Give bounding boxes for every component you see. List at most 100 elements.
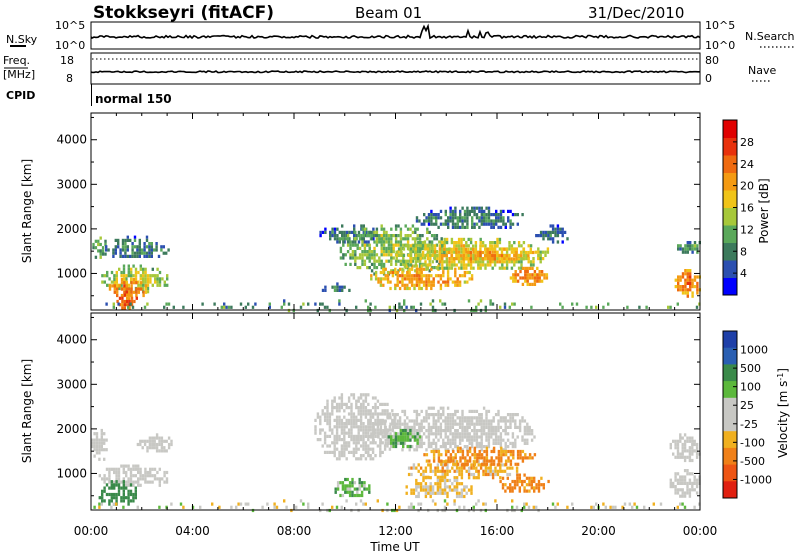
heatmap-cell xyxy=(121,242,125,246)
heatmap-cell xyxy=(354,230,357,234)
heatmap-cell xyxy=(363,484,366,488)
heatmap-cell xyxy=(419,482,423,486)
heatmap-cell xyxy=(353,224,356,228)
heatmap-cell xyxy=(454,409,457,413)
heatmap-cell xyxy=(416,441,419,445)
heatmap-cell xyxy=(547,237,550,241)
heatmap-cell xyxy=(507,216,510,220)
heatmap-cell xyxy=(695,305,699,309)
heatmap-cell xyxy=(528,429,531,433)
heatmap-cell xyxy=(438,260,442,264)
heatmap-cell xyxy=(462,247,465,251)
heatmap-cell xyxy=(539,234,543,238)
heatmap-cell xyxy=(328,444,332,448)
heatmap-cell xyxy=(336,240,339,244)
heatmap-cell xyxy=(540,270,544,274)
heatmap-cell xyxy=(447,459,450,463)
heatmap-cell xyxy=(382,419,385,423)
heatmap-cell xyxy=(463,494,466,499)
heatmap-cell xyxy=(364,409,368,413)
heatmap-cell xyxy=(134,496,137,500)
heatmap-cell xyxy=(499,213,503,217)
heatmap-cell xyxy=(430,240,434,244)
heatmap-cell xyxy=(502,419,505,423)
heatmap-cell xyxy=(681,442,684,447)
heatmap-cell xyxy=(141,477,145,481)
heatmap-cell xyxy=(397,247,401,251)
heatmap-cell xyxy=(414,240,417,244)
heatmap-cell xyxy=(432,216,435,220)
heatmap-cell xyxy=(681,481,684,485)
heatmap-cell xyxy=(688,436,692,440)
heatmap-cell xyxy=(499,209,503,213)
heatmap-cell xyxy=(472,460,476,464)
heatmap-cell xyxy=(571,302,574,306)
heatmap-cell xyxy=(139,267,142,271)
heatmap-cell xyxy=(432,459,436,463)
heatmap-cell xyxy=(393,431,396,435)
heatmap-cell xyxy=(333,450,336,454)
heatmap-cell xyxy=(426,237,429,241)
heatmap-cell xyxy=(487,441,491,445)
heatmap-cell xyxy=(333,285,337,289)
heatmap-cell xyxy=(441,302,444,306)
heatmap-cell xyxy=(370,253,374,257)
heatmap-cell xyxy=(341,487,345,491)
heatmap-cell xyxy=(374,406,377,410)
heatmap-cell xyxy=(165,439,168,443)
heatmap-cell xyxy=(437,449,441,454)
heatmap-cell xyxy=(463,505,466,509)
heatmap-cell xyxy=(385,259,388,263)
heatmap-cell xyxy=(375,243,379,247)
heatmap-cell xyxy=(348,487,352,491)
heatmap-cell xyxy=(117,480,121,484)
heatmap-cell xyxy=(363,246,367,250)
heatmap-cell xyxy=(127,492,130,497)
heatmap-cell xyxy=(485,416,488,420)
heatmap-cell xyxy=(436,482,440,486)
heatmap-cell xyxy=(355,399,358,403)
heatmap-cell xyxy=(403,425,407,429)
heatmap-cell xyxy=(446,416,450,420)
heatmap-cell xyxy=(131,305,135,309)
x-tick-label: 08:00 xyxy=(277,524,312,538)
heatmap-cell xyxy=(125,470,128,475)
heatmap-cell xyxy=(517,260,521,264)
heatmap-cell xyxy=(396,413,399,417)
heatmap-cell xyxy=(491,260,494,264)
heatmap-cell xyxy=(93,448,96,452)
heatmap-cell xyxy=(442,445,445,449)
x-tick-label: 20:00 xyxy=(581,524,616,538)
heatmap-cell xyxy=(99,249,102,253)
heatmap-cell xyxy=(498,247,502,251)
heatmap-cell xyxy=(403,264,407,268)
heatmap-cell xyxy=(478,445,481,449)
heatmap-cell xyxy=(386,502,389,506)
heatmap-cell xyxy=(521,213,524,217)
heatmap-cell xyxy=(451,422,455,426)
heatmap-cell xyxy=(411,250,415,254)
heatmap-cell xyxy=(341,493,345,498)
heatmap-cell xyxy=(479,254,482,258)
heatmap-cell xyxy=(499,419,503,423)
heatmap-cell xyxy=(530,438,534,442)
heatmap-cell xyxy=(421,263,425,267)
heatmap-cell xyxy=(97,239,100,243)
heatmap-cell xyxy=(475,432,479,436)
heatmap-cell xyxy=(114,248,117,252)
heatmap-cell xyxy=(475,438,479,442)
colorbar-tick-label: 25 xyxy=(740,399,754,412)
heatmap-cell xyxy=(470,472,473,477)
heatmap-cell xyxy=(456,409,459,413)
heatmap-cell xyxy=(115,492,118,497)
heatmap-cell xyxy=(387,246,391,250)
heatmap-cell xyxy=(426,266,430,270)
heatmap-cell xyxy=(120,281,124,285)
heatmap-cell xyxy=(101,249,105,253)
heatmap-cell xyxy=(498,254,501,258)
noise-left-tick-bottom: 10^0 xyxy=(55,39,85,52)
heatmap-cell xyxy=(349,240,352,244)
heatmap-cell xyxy=(538,273,541,277)
heatmap-cell xyxy=(323,406,327,410)
heatmap-cell xyxy=(100,428,103,433)
